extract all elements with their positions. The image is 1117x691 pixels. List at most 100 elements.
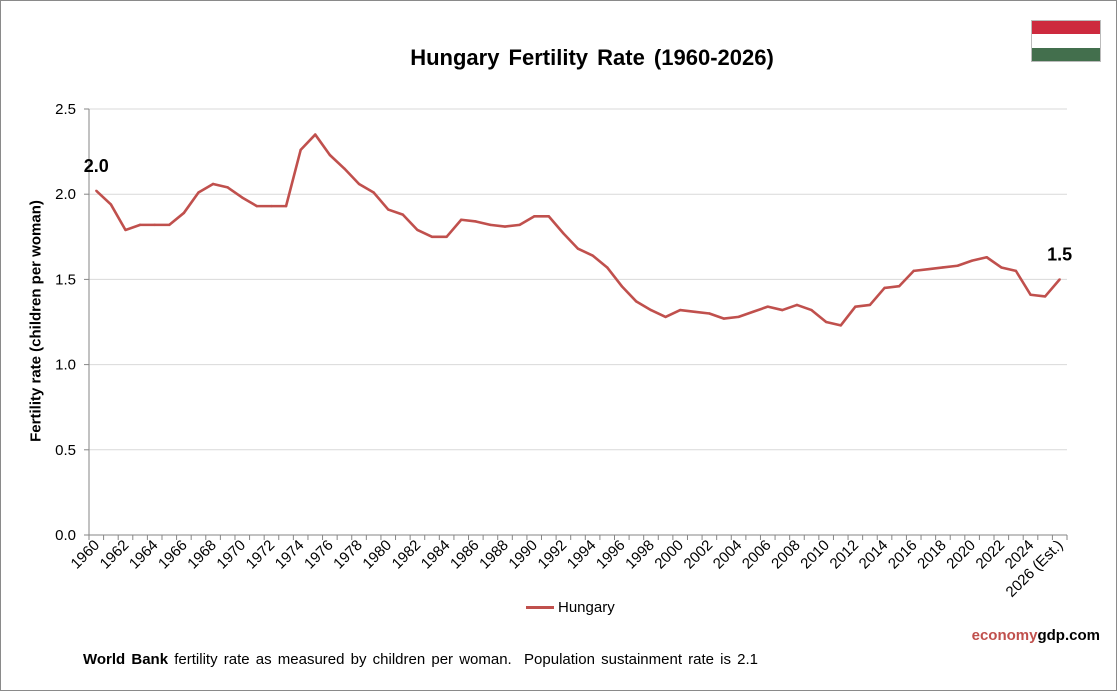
x-tick-label: 1986 [447,537,483,573]
x-tick-label: 1978 [330,537,366,573]
data-point [489,223,492,227]
data-point [387,208,390,211]
data-point [314,133,317,136]
x-tick-label: 1972 [243,537,279,573]
y-tick-label: 1.0 [55,357,76,374]
x-tick-label: 1966 [155,537,191,573]
data-point [708,312,711,315]
x-tick-label: 2012 [827,537,863,573]
x-tick-label: 2002 [681,537,717,573]
data-label: 2.0 [84,156,109,176]
brand-part-economy: economy [971,627,1038,644]
x-tick-label: 2014 [856,537,892,573]
data-label: 1.5 [1047,244,1072,264]
x-tick-label: 1984 [418,537,454,573]
data-point [518,223,521,227]
x-tick-label: 1998 [622,537,658,573]
data-point [620,285,623,288]
x-tick-label: 2008 [768,537,804,573]
data-point [197,191,200,194]
data-point [693,310,696,313]
data-point [824,320,828,324]
brand-part-gdp: gdp [1037,627,1065,644]
data-point [211,182,215,186]
x-tick-label: 2006 [739,537,775,573]
data-point [503,225,507,228]
hungary-flag-icon [1031,20,1101,62]
x-tick-label: 2004 [710,537,746,573]
data-point [124,228,127,232]
x-tick-label: 1988 [476,537,512,573]
data-point [401,213,405,216]
data-point [576,247,580,250]
data-point [912,269,915,273]
data-point [781,308,784,312]
data-point [1000,266,1003,269]
data-point [226,186,229,189]
x-tick-label: 1970 [213,537,249,573]
data-point [795,303,799,307]
series-line-hungary [95,133,1061,327]
data-point [985,256,988,259]
data-point [284,204,288,208]
data-point [1029,293,1032,296]
data-point [722,317,726,320]
data-point [810,308,813,312]
data-point [241,196,244,199]
footer-source: World Bank [83,651,169,668]
data-point [854,305,857,308]
flag-stripe-white [1032,34,1100,48]
data-point [430,235,434,238]
x-tick-label: 1982 [389,537,425,573]
data-point [343,167,346,170]
brand-logo: economygdp.com [972,627,1100,644]
x-tick-label: 1962 [97,537,133,573]
legend-swatch [526,605,554,609]
x-tick-label: 1968 [184,537,220,573]
data-point [635,300,638,303]
x-tick-label: 1994 [564,537,600,573]
data-point [970,259,974,262]
flag-stripe-green [1032,47,1100,61]
x-tick-label: 1980 [359,537,395,573]
x-tick-label: 2018 [914,537,950,573]
x-tick-label: 1990 [505,537,541,573]
data-point [927,267,930,271]
data-point [678,308,682,312]
data-point [591,254,594,257]
footer-note: World Bank fertility rate as measured by… [83,651,758,668]
data-point [737,315,740,319]
x-tick-label: 2010 [797,537,833,573]
y-axis-label-text: Fertility rate (children per woman) [27,200,45,442]
data-point [460,218,463,221]
legend: Hungary [526,598,615,616]
data-point [95,189,98,192]
x-tick-label: 1992 [535,537,571,573]
data-point [255,204,259,208]
data-point [664,315,667,319]
data-point [941,266,945,269]
x-tick-label: 2000 [651,537,687,573]
x-tick-label: 1974 [272,537,308,573]
brand-part-com: .com [1064,627,1100,644]
data-point [474,220,478,223]
data-point [956,264,959,267]
x-tick-label: 1964 [126,537,162,573]
data-point [1058,278,1061,281]
x-tick-label: 2020 [943,537,979,573]
y-tick-label: 2.0 [55,186,76,203]
data-point [109,203,113,206]
data-point [868,303,872,307]
y-tick-label: 0.5 [55,442,76,459]
data-point [182,211,186,215]
data-point [751,310,755,313]
data-point [897,285,901,288]
data-point [372,191,375,194]
data-point [533,215,536,218]
data-point [416,228,419,232]
flag-stripe-red [1032,21,1100,35]
data-point [328,153,332,157]
data-point [605,266,609,269]
